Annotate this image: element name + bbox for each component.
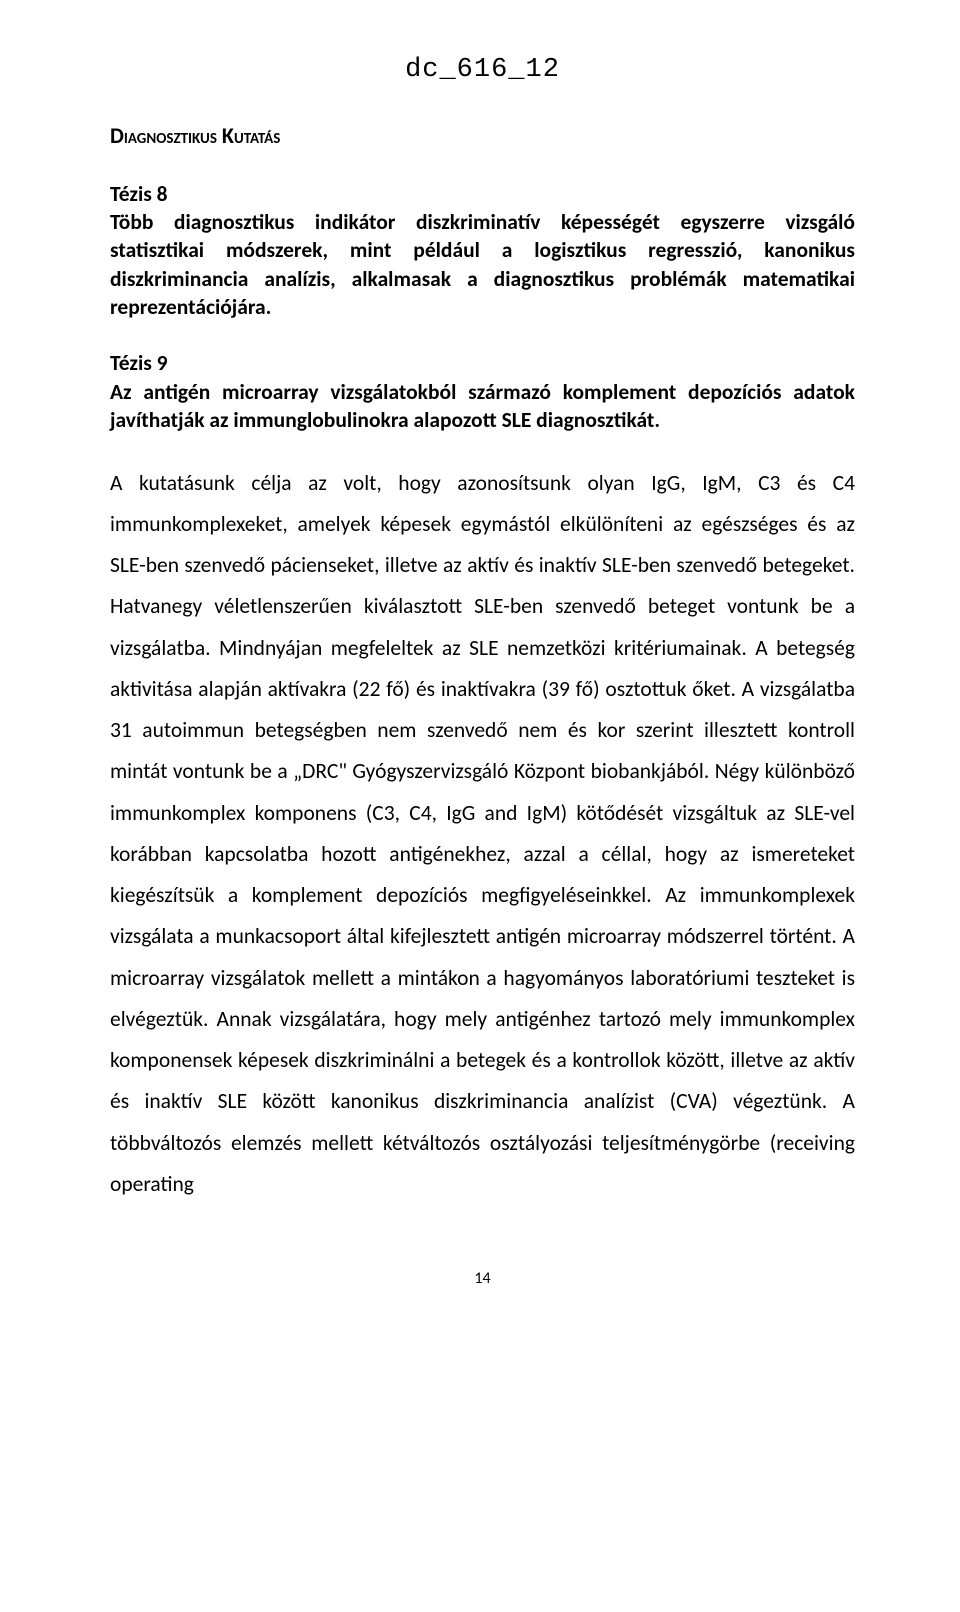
- thesis-8-text: Több diagnosztikus indikátor diszkrimina…: [110, 209, 855, 320]
- thesis-8: Tézis 8 Több diagnosztikus indikátor dis…: [110, 180, 855, 322]
- section-heading: Diagnosztikus Kutatás: [110, 119, 855, 152]
- thesis-9-text: Az antigén microarray vizsgálatokból szá…: [110, 379, 855, 433]
- thesis-9: Tézis 9 Az antigén microarray vizsgálato…: [110, 349, 855, 434]
- page-number: 14: [110, 1267, 855, 1291]
- document-code: dc_616_12: [110, 50, 855, 91]
- thesis-9-title: Tézis 9: [110, 349, 855, 377]
- thesis-8-title: Tézis 8: [110, 180, 855, 208]
- body-paragraph: A kutatásunk célja az volt, hogy azonosí…: [110, 463, 855, 1206]
